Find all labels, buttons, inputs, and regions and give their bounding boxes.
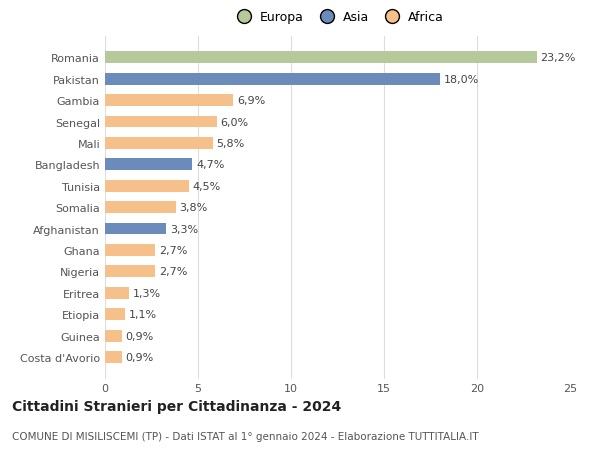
Bar: [105, 330, 122, 342]
Bar: [105, 73, 440, 85]
Bar: [105, 308, 125, 320]
Legend: Europa, Asia, Africa: Europa, Asia, Africa: [229, 9, 446, 27]
Text: 6,0%: 6,0%: [220, 117, 248, 127]
Text: 2,7%: 2,7%: [159, 246, 187, 255]
Text: 1,3%: 1,3%: [133, 288, 161, 298]
Bar: [105, 202, 176, 213]
Bar: [105, 266, 155, 278]
Bar: [105, 223, 166, 235]
Bar: [105, 52, 536, 64]
Text: Cittadini Stranieri per Cittadinanza - 2024: Cittadini Stranieri per Cittadinanza - 2…: [12, 399, 341, 413]
Text: 18,0%: 18,0%: [443, 74, 479, 84]
Text: 0,9%: 0,9%: [125, 352, 154, 362]
Text: 2,7%: 2,7%: [159, 267, 187, 277]
Text: COMUNE DI MISILISCEMI (TP) - Dati ISTAT al 1° gennaio 2024 - Elaborazione TUTTIT: COMUNE DI MISILISCEMI (TP) - Dati ISTAT …: [12, 431, 479, 442]
Text: 5,8%: 5,8%: [217, 139, 245, 149]
Bar: [105, 287, 129, 299]
Bar: [105, 180, 188, 192]
Text: 23,2%: 23,2%: [540, 53, 575, 63]
Text: 4,7%: 4,7%: [196, 160, 224, 170]
Bar: [105, 245, 155, 256]
Bar: [105, 352, 122, 363]
Text: 3,8%: 3,8%: [179, 203, 208, 213]
Bar: [105, 117, 217, 128]
Bar: [105, 138, 213, 150]
Bar: [105, 95, 233, 107]
Bar: [105, 159, 193, 171]
Text: 4,5%: 4,5%: [193, 181, 221, 191]
Text: 1,1%: 1,1%: [129, 309, 157, 319]
Text: 0,9%: 0,9%: [125, 331, 154, 341]
Text: 6,9%: 6,9%: [237, 96, 265, 106]
Text: 3,3%: 3,3%: [170, 224, 198, 234]
